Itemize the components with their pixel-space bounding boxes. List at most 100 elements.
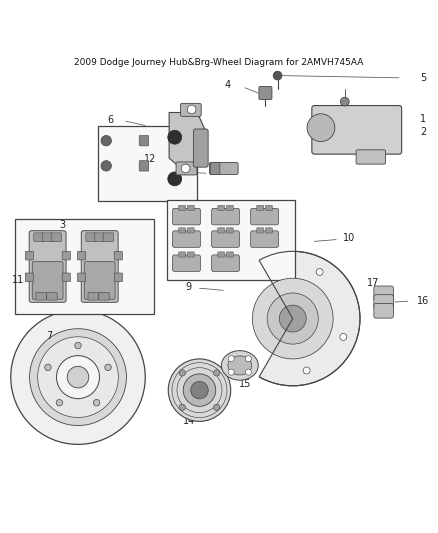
FancyBboxPatch shape: [176, 162, 197, 175]
FancyBboxPatch shape: [51, 233, 61, 241]
Circle shape: [179, 370, 185, 376]
FancyBboxPatch shape: [88, 292, 99, 300]
Circle shape: [11, 310, 145, 445]
FancyBboxPatch shape: [356, 150, 385, 164]
FancyBboxPatch shape: [36, 292, 46, 300]
FancyBboxPatch shape: [25, 273, 34, 281]
Circle shape: [214, 404, 220, 410]
FancyBboxPatch shape: [209, 163, 238, 174]
Wedge shape: [222, 257, 293, 379]
Circle shape: [45, 364, 51, 370]
FancyBboxPatch shape: [95, 233, 105, 241]
Circle shape: [228, 356, 234, 362]
FancyBboxPatch shape: [62, 252, 71, 260]
FancyBboxPatch shape: [312, 106, 402, 154]
Circle shape: [38, 337, 118, 417]
Text: 12: 12: [144, 154, 157, 164]
FancyBboxPatch shape: [173, 255, 200, 271]
FancyBboxPatch shape: [187, 205, 194, 211]
Circle shape: [279, 305, 306, 332]
Text: 1: 1: [420, 114, 426, 124]
Circle shape: [307, 114, 335, 142]
FancyBboxPatch shape: [32, 262, 63, 299]
Ellipse shape: [221, 351, 258, 380]
FancyBboxPatch shape: [173, 208, 200, 225]
FancyBboxPatch shape: [374, 295, 393, 310]
FancyBboxPatch shape: [218, 252, 225, 257]
FancyBboxPatch shape: [218, 205, 225, 211]
FancyBboxPatch shape: [62, 273, 71, 281]
Text: 5: 5: [420, 73, 426, 83]
FancyBboxPatch shape: [187, 228, 194, 233]
Text: 16: 16: [417, 296, 429, 306]
Circle shape: [56, 399, 63, 406]
FancyBboxPatch shape: [374, 286, 393, 301]
Text: 9: 9: [186, 282, 192, 292]
Circle shape: [168, 359, 231, 422]
Text: 4: 4: [225, 80, 231, 90]
FancyBboxPatch shape: [194, 129, 208, 167]
FancyBboxPatch shape: [212, 255, 240, 271]
FancyBboxPatch shape: [212, 208, 240, 225]
Circle shape: [101, 160, 111, 171]
Text: 10: 10: [343, 233, 355, 243]
Circle shape: [316, 269, 323, 276]
Text: 7: 7: [46, 331, 52, 341]
Circle shape: [214, 370, 220, 376]
Circle shape: [168, 172, 182, 186]
FancyBboxPatch shape: [29, 231, 66, 302]
Circle shape: [30, 329, 127, 425]
FancyBboxPatch shape: [226, 205, 233, 211]
Bar: [98, 125, 197, 201]
FancyBboxPatch shape: [103, 233, 113, 241]
FancyBboxPatch shape: [179, 228, 186, 233]
FancyBboxPatch shape: [78, 273, 85, 281]
FancyBboxPatch shape: [139, 160, 149, 171]
Text: 8: 8: [186, 408, 192, 418]
Bar: [15, 219, 154, 314]
FancyBboxPatch shape: [47, 292, 57, 300]
Text: 13: 13: [177, 167, 190, 177]
FancyBboxPatch shape: [187, 252, 194, 257]
FancyBboxPatch shape: [78, 252, 85, 260]
FancyBboxPatch shape: [210, 163, 220, 174]
FancyBboxPatch shape: [86, 233, 96, 241]
Circle shape: [168, 130, 182, 144]
FancyBboxPatch shape: [139, 135, 149, 146]
FancyBboxPatch shape: [226, 228, 233, 233]
FancyBboxPatch shape: [251, 208, 279, 225]
FancyBboxPatch shape: [114, 252, 123, 260]
FancyBboxPatch shape: [374, 303, 393, 318]
Ellipse shape: [228, 356, 252, 375]
Circle shape: [245, 356, 251, 362]
Text: 14: 14: [183, 416, 195, 426]
FancyBboxPatch shape: [257, 228, 264, 233]
Text: 11: 11: [12, 276, 25, 285]
Text: 3: 3: [60, 220, 66, 230]
Polygon shape: [169, 112, 206, 167]
Circle shape: [101, 135, 111, 146]
FancyBboxPatch shape: [180, 103, 201, 116]
Circle shape: [340, 334, 347, 341]
FancyBboxPatch shape: [226, 252, 233, 257]
FancyBboxPatch shape: [179, 205, 186, 211]
Circle shape: [75, 342, 81, 349]
Text: 15: 15: [239, 378, 251, 389]
Circle shape: [228, 369, 234, 375]
Circle shape: [179, 404, 185, 410]
FancyBboxPatch shape: [259, 86, 272, 100]
FancyBboxPatch shape: [42, 233, 53, 241]
Text: 6: 6: [107, 115, 113, 125]
Text: 2009 Dodge Journey Hub&Brg-Wheel Diagram for 2AMVH745AA: 2009 Dodge Journey Hub&Brg-Wheel Diagram…: [74, 58, 364, 67]
Circle shape: [303, 367, 310, 374]
FancyBboxPatch shape: [212, 231, 240, 247]
FancyBboxPatch shape: [25, 252, 34, 260]
FancyBboxPatch shape: [84, 262, 115, 299]
FancyBboxPatch shape: [265, 228, 272, 233]
Circle shape: [245, 369, 251, 375]
FancyBboxPatch shape: [251, 231, 279, 247]
Circle shape: [105, 364, 111, 370]
FancyBboxPatch shape: [265, 205, 272, 211]
FancyBboxPatch shape: [173, 231, 200, 247]
FancyBboxPatch shape: [81, 231, 118, 302]
